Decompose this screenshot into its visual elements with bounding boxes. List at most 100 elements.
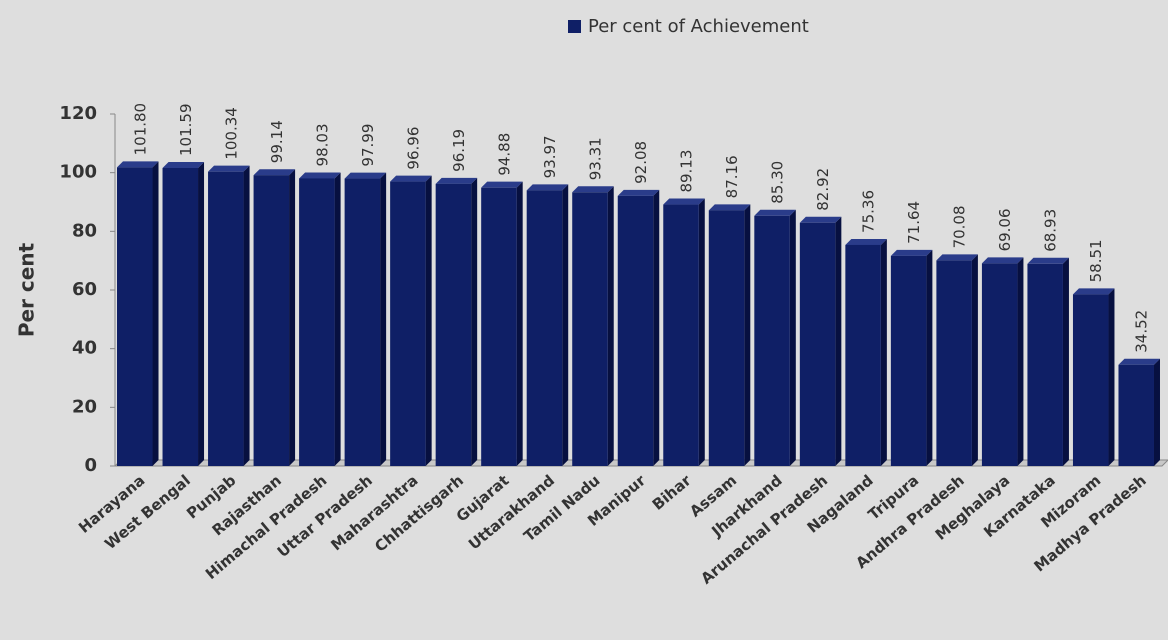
y-tick-label: 40 (72, 338, 97, 359)
bar (572, 192, 608, 467)
bar-top (617, 189, 660, 196)
bar-top (1072, 288, 1115, 295)
bar-top (481, 181, 523, 188)
value-label: 68.93 (1042, 209, 1060, 252)
legend-label: Per cent of Achievement (588, 16, 809, 37)
bar-side (1062, 257, 1069, 466)
y-tick-label: 120 (59, 103, 97, 124)
bar-side (971, 254, 978, 466)
bar-side (1108, 288, 1115, 466)
bar-side (380, 172, 387, 466)
bar-top (1118, 358, 1160, 365)
bar-side (1017, 257, 1024, 466)
bar-top (981, 257, 1024, 264)
bar-side (289, 169, 296, 466)
bar-side (698, 198, 705, 466)
bar (390, 181, 426, 467)
legend-swatch (568, 20, 581, 33)
value-label: 70.08 (951, 205, 969, 248)
bar (208, 171, 244, 467)
bar-side (334, 172, 341, 467)
value-label: 100.34 (222, 107, 240, 160)
bar-top (208, 165, 250, 172)
bar-side (562, 184, 569, 466)
value-label: 96.96 (404, 127, 422, 170)
bar (890, 255, 927, 466)
bar-top (390, 175, 432, 182)
value-label: 89.13 (678, 150, 696, 193)
bar (1072, 294, 1109, 466)
y-tick-label: 20 (72, 396, 97, 417)
bar (344, 178, 381, 466)
bar-side (607, 186, 614, 467)
bar-top (344, 172, 387, 179)
value-label: 87.16 (723, 155, 741, 198)
bar-top (890, 249, 933, 256)
value-label: 82.92 (814, 168, 832, 211)
value-label: 93.97 (541, 135, 559, 178)
bar-side (198, 162, 205, 466)
value-label: 58.51 (1087, 239, 1105, 282)
bar-side (471, 177, 478, 467)
bar (799, 222, 836, 466)
bar (162, 168, 199, 466)
y-axis-label: Per cent (15, 242, 39, 337)
bar-side (152, 161, 159, 467)
bar (1027, 263, 1063, 466)
bar (617, 195, 654, 466)
bar (481, 187, 517, 466)
value-label: 101.80 (131, 103, 149, 156)
value-label: 34.52 (1133, 310, 1151, 353)
value-label: 96.19 (450, 129, 468, 172)
value-label: 98.03 (313, 123, 331, 166)
y-tick-label: 60 (72, 279, 97, 300)
bar (253, 175, 290, 466)
value-label: 94.88 (495, 133, 513, 176)
bar-top (1027, 257, 1069, 264)
bar-top (299, 172, 341, 179)
value-label: 101.59 (177, 104, 195, 157)
bar-side (425, 175, 432, 467)
bar (299, 178, 335, 467)
bar-top (117, 161, 159, 168)
bar (663, 204, 699, 466)
bar-top (663, 198, 705, 205)
bar-top (936, 254, 978, 261)
bar-side (243, 165, 250, 467)
y-tick-label: 0 (84, 455, 97, 476)
bar (845, 244, 881, 466)
bar-top (435, 177, 478, 184)
y-tick-label: 80 (72, 220, 97, 241)
bar-top (253, 169, 296, 176)
bar (526, 190, 563, 466)
bar-side (516, 181, 523, 466)
bar-side (744, 204, 751, 466)
bar-top (754, 209, 796, 216)
value-label: 92.08 (632, 141, 650, 184)
bar-side (653, 189, 660, 466)
bar (117, 167, 153, 467)
bar-side (1153, 358, 1160, 466)
bar (1118, 364, 1154, 466)
value-label: 71.64 (905, 201, 923, 244)
bar (708, 210, 745, 466)
bar-side (835, 216, 842, 466)
bar-side (926, 249, 933, 466)
bar-top (845, 238, 887, 245)
value-label: 69.06 (996, 208, 1014, 251)
bar-side (880, 238, 887, 466)
bar (981, 263, 1018, 466)
bar-top (708, 204, 751, 211)
bar (936, 260, 972, 466)
value-label: 85.30 (769, 161, 787, 204)
bar-top (572, 186, 614, 193)
bar (435, 183, 472, 467)
value-label: 75.36 (860, 190, 878, 233)
y-tick-label: 100 (59, 162, 97, 183)
bar-top (799, 216, 842, 223)
bar-side (789, 209, 796, 466)
value-label: 97.99 (359, 124, 377, 167)
bar-top (526, 184, 569, 191)
